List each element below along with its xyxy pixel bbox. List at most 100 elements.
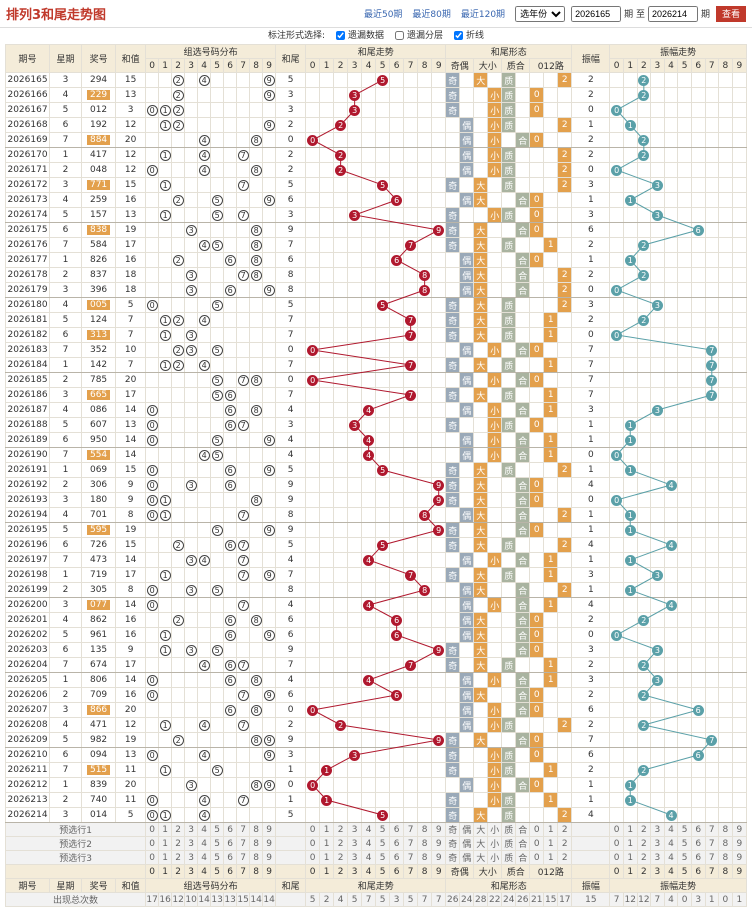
- tail-cell: [403, 522, 419, 538]
- amplitude: 3: [571, 207, 611, 223]
- amp-cell: [690, 372, 706, 388]
- form-cell: [501, 702, 517, 718]
- digit-header: 8: [249, 864, 264, 879]
- weekday: 2: [49, 687, 83, 703]
- year-select[interactable]: 选年份: [515, 5, 566, 22]
- marker: 3: [185, 479, 197, 491]
- weekday: 7: [49, 762, 83, 778]
- sum: 17: [115, 567, 147, 583]
- amp-cell: [690, 282, 706, 298]
- weekday: 4: [49, 297, 83, 313]
- amp-cell: [718, 627, 733, 643]
- view-button[interactable]: 查看: [715, 5, 746, 22]
- form-cell: [543, 477, 559, 493]
- dist-cell: [262, 657, 277, 673]
- marker: 3: [185, 344, 197, 356]
- form-cell: [501, 252, 517, 268]
- count: 10: [184, 892, 199, 907]
- marker: 6: [224, 419, 236, 431]
- form-cell: [473, 132, 489, 148]
- amp-cell: [663, 327, 679, 343]
- dist-cell: [236, 162, 251, 178]
- dist-cell: [262, 312, 277, 328]
- tail-cell: [361, 462, 377, 478]
- amp-cell: [718, 402, 733, 418]
- amp-cell: [609, 222, 624, 238]
- dist-cell: [171, 762, 186, 778]
- dist-cell: [197, 672, 212, 688]
- to-input[interactable]: [647, 5, 698, 22]
- tail-cell: [305, 672, 321, 688]
- checkbox[interactable]: [336, 31, 345, 40]
- form-cell: [501, 552, 517, 568]
- issue: 2026206: [4, 687, 51, 703]
- tail-cell: [347, 177, 363, 193]
- tail-cell: [361, 222, 377, 238]
- pre-digit: 0: [609, 836, 624, 851]
- pre-digit: 4: [663, 836, 679, 851]
- form-cell: [557, 222, 573, 238]
- dist-cell: 6: [223, 462, 238, 478]
- amp-cell: [677, 672, 692, 688]
- link[interactable]: 最近50期: [363, 10, 403, 20]
- dist-cell: [171, 657, 186, 673]
- weekday: 1: [49, 672, 83, 688]
- form-value: 合: [518, 286, 528, 297]
- form-cell: 1: [543, 357, 559, 373]
- marker: 6: [224, 464, 236, 476]
- from-input[interactable]: [571, 5, 622, 22]
- dist-cell: 1: [158, 762, 173, 778]
- dist-cell: [210, 807, 225, 823]
- amp-cell: [704, 177, 720, 193]
- marker: 8: [250, 269, 262, 281]
- checkbox[interactable]: [454, 31, 464, 40]
- dist-cell: [145, 342, 160, 358]
- checkbox[interactable]: [395, 31, 405, 40]
- draw-number: 826: [81, 252, 117, 268]
- form-cell: [445, 702, 461, 718]
- amp-cell: [731, 72, 748, 88]
- pre-digit: 8: [417, 836, 433, 851]
- dist-cell: 4: [197, 447, 212, 463]
- amp-cell: 0: [609, 627, 624, 643]
- form-cell: [487, 237, 503, 253]
- form-value: 偶: [462, 691, 472, 702]
- tail-cell: [417, 672, 433, 688]
- form-value: 0: [533, 645, 540, 655]
- dist-cell: 4: [197, 162, 212, 178]
- dist-cell: [236, 72, 251, 88]
- form-cell: [557, 357, 573, 373]
- link[interactable]: 最近80期: [412, 10, 451, 20]
- digit-header: 5: [677, 864, 692, 879]
- dist-cell: [171, 147, 186, 163]
- tail-cell: [333, 327, 349, 343]
- data-row: 2026195 5 595 19 5 9 9 9 奇大合 0 1 1: [4, 522, 748, 538]
- amp-cell: [663, 147, 679, 163]
- issue: 2026202: [4, 627, 51, 643]
- tail-cell: [361, 717, 377, 733]
- amp-cell: [731, 762, 748, 778]
- weekday: 1: [49, 147, 83, 163]
- form-value: 小: [490, 766, 500, 777]
- form-value: 0: [533, 105, 540, 115]
- form-value: 偶: [462, 151, 472, 162]
- amp-cell: [677, 642, 692, 658]
- tail-cell: 9: [431, 642, 447, 658]
- option[interactable]: 遗漏分层: [392, 31, 443, 41]
- amplitude: 1: [571, 777, 611, 793]
- option[interactable]: 折线: [451, 31, 484, 41]
- form-value: 1: [547, 555, 554, 565]
- marker: 5: [377, 464, 389, 476]
- amp-cell: [663, 777, 679, 793]
- count: 15: [543, 892, 559, 907]
- amp-cell: [677, 507, 692, 523]
- weekday: 1: [49, 462, 83, 478]
- link[interactable]: 最近120期: [460, 10, 506, 20]
- option[interactable]: 遗漏数据: [333, 31, 384, 41]
- marker: 3: [651, 209, 663, 221]
- amp-cell: [636, 222, 652, 238]
- amp-cell: [690, 612, 706, 628]
- amp-cell: 1: [622, 432, 638, 448]
- tail-cell: [375, 342, 391, 358]
- form-value: 合: [518, 691, 528, 702]
